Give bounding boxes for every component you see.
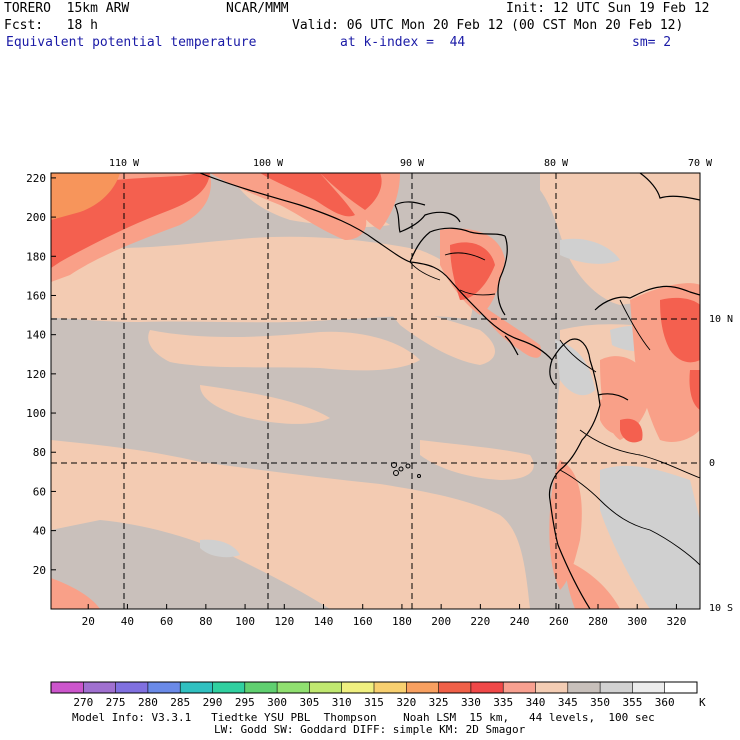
colorbar-swatch bbox=[600, 682, 633, 693]
colorbar-swatch bbox=[51, 682, 84, 693]
smoothing-info: sm= 2 bbox=[632, 35, 672, 50]
latlon-grid bbox=[51, 173, 700, 609]
forecast-hour: Fcst: 18 h bbox=[4, 18, 98, 33]
colorbar-swatch bbox=[632, 682, 666, 693]
colorbar-swatch bbox=[180, 682, 213, 693]
colorbar-swatch bbox=[309, 682, 343, 693]
x-tick-label: 200 bbox=[431, 615, 451, 628]
colorbar-swatch bbox=[535, 682, 569, 693]
colorbar-swatch bbox=[503, 682, 536, 693]
colorbar-swatch bbox=[406, 682, 440, 693]
colorbar-label: 345 bbox=[558, 696, 578, 709]
colorbar-label: 310 bbox=[332, 696, 352, 709]
y-tick-label: 120 bbox=[26, 368, 46, 381]
init-time: Init: 12 UTC Sun 19 Feb 12 bbox=[506, 1, 710, 16]
y-tick-label: 100 bbox=[26, 407, 46, 420]
colorbar-label: 290 bbox=[203, 696, 223, 709]
y-tick-label: 220 bbox=[26, 172, 46, 185]
colorbar-swatch bbox=[341, 682, 375, 693]
colorbar-label: 325 bbox=[429, 696, 449, 709]
borders bbox=[409, 252, 700, 566]
colorbar-label: 300 bbox=[267, 696, 287, 709]
colorbar-label: 285 bbox=[170, 696, 190, 709]
y-tick-label: 40 bbox=[33, 525, 46, 538]
lat-label: 0 bbox=[709, 458, 715, 469]
colorbar-swatch bbox=[83, 682, 117, 693]
x-tick-label: 120 bbox=[274, 615, 294, 628]
colorbar-swatch bbox=[115, 682, 149, 693]
x-tick-label: 300 bbox=[627, 615, 647, 628]
colorbar-label: 355 bbox=[622, 696, 642, 709]
colorbar-swatch bbox=[147, 682, 181, 693]
y-tick-label: 180 bbox=[26, 250, 46, 263]
x-tick-label: 60 bbox=[160, 615, 173, 628]
lon-label: 110 W bbox=[109, 158, 140, 169]
colorbar-label: 275 bbox=[106, 696, 126, 709]
colorbar-swatch bbox=[664, 682, 698, 693]
y-tick-label: 80 bbox=[33, 446, 46, 459]
lat-label: 10 N bbox=[709, 314, 733, 325]
y-tick-label: 140 bbox=[26, 329, 46, 342]
colorbar-swatch bbox=[212, 682, 246, 693]
y-tick-label: 60 bbox=[33, 485, 46, 498]
field-name: Equivalent potential temperature bbox=[6, 35, 257, 50]
right-lat-labels: 10 N 0 10 S bbox=[709, 314, 733, 614]
x-tick-label: 180 bbox=[392, 615, 412, 628]
colorbar-label: 315 bbox=[364, 696, 384, 709]
colorbar-swatch bbox=[244, 682, 278, 693]
y-tick-label: 160 bbox=[26, 289, 46, 302]
x-tick-label: 240 bbox=[510, 615, 530, 628]
lon-label: 70 W bbox=[688, 158, 713, 169]
valid-time: Valid: 06 UTC Mon 20 Feb 12 (00 CST Mon … bbox=[292, 18, 684, 33]
x-tick-label: 20 bbox=[82, 615, 95, 628]
map-field bbox=[51, 173, 700, 609]
x-tick-label: 320 bbox=[666, 615, 686, 628]
organization: NCAR/MMM bbox=[226, 1, 289, 16]
colorbar-label: 350 bbox=[590, 696, 610, 709]
colorbar-label: 340 bbox=[526, 696, 546, 709]
field-orange-area bbox=[51, 173, 120, 220]
y-tick-label: 20 bbox=[33, 564, 46, 577]
lon-label: 100 W bbox=[253, 158, 284, 169]
x-tick-label: 220 bbox=[470, 615, 490, 628]
galapagos-islands bbox=[391, 462, 421, 478]
colorbar-label: 335 bbox=[493, 696, 513, 709]
y-tick-label: 200 bbox=[26, 211, 46, 224]
colorbar-label: 295 bbox=[235, 696, 255, 709]
lon-label: 90 W bbox=[400, 158, 425, 169]
colorbar-label: 320 bbox=[396, 696, 416, 709]
x-tick-label: 40 bbox=[121, 615, 134, 628]
lat-label: 10 S bbox=[709, 603, 733, 614]
left-grid-axis: 220 200 180 160 140 120 100 80 60 40 20 bbox=[26, 172, 56, 577]
map-frame bbox=[50, 172, 701, 610]
colorbar-swatch bbox=[277, 682, 310, 693]
top-lon-labels: 110 W 100 W 90 W 80 W 70 W bbox=[109, 158, 713, 169]
lon-label: 80 W bbox=[544, 158, 569, 169]
x-tick-label: 280 bbox=[588, 615, 608, 628]
colorbar-swatch bbox=[470, 682, 504, 693]
x-tick-label: 140 bbox=[314, 615, 334, 628]
colorbar-label: 360 bbox=[655, 696, 675, 709]
colorbar-label: 330 bbox=[461, 696, 481, 709]
model-name: TORERO 15km ARW bbox=[4, 1, 130, 16]
x-tick-label: 160 bbox=[353, 615, 373, 628]
x-tick-label: 80 bbox=[199, 615, 212, 628]
x-tick-label: 100 bbox=[235, 615, 255, 628]
model-info: Model Info: V3.3.1 Tiedtke YSU PBL Thomp… bbox=[72, 711, 655, 724]
colorbar-unit: K bbox=[699, 696, 706, 709]
colorbar-label: 280 bbox=[138, 696, 158, 709]
colorbar-label: 270 bbox=[73, 696, 93, 709]
colorbar-swatch bbox=[438, 682, 472, 693]
level-info: at k-index = 44 bbox=[340, 35, 466, 50]
colorbar-swatch bbox=[567, 682, 601, 693]
x-tick-label: 260 bbox=[549, 615, 569, 628]
bottom-grid-axis: 20 40 60 80 100 120 140 160 180 200 220 240 260 280 30… bbox=[82, 604, 686, 628]
physics-info: LW: Godd SW: Goddard DIFF: simple KM: 2D… bbox=[214, 723, 526, 736]
colorbar-swatch bbox=[374, 682, 407, 693]
colorbar: 270 275 280 285 290 295 300 305 310 315 320 325 330 3… bbox=[50, 681, 706, 709]
colorbar-label: 305 bbox=[299, 696, 319, 709]
